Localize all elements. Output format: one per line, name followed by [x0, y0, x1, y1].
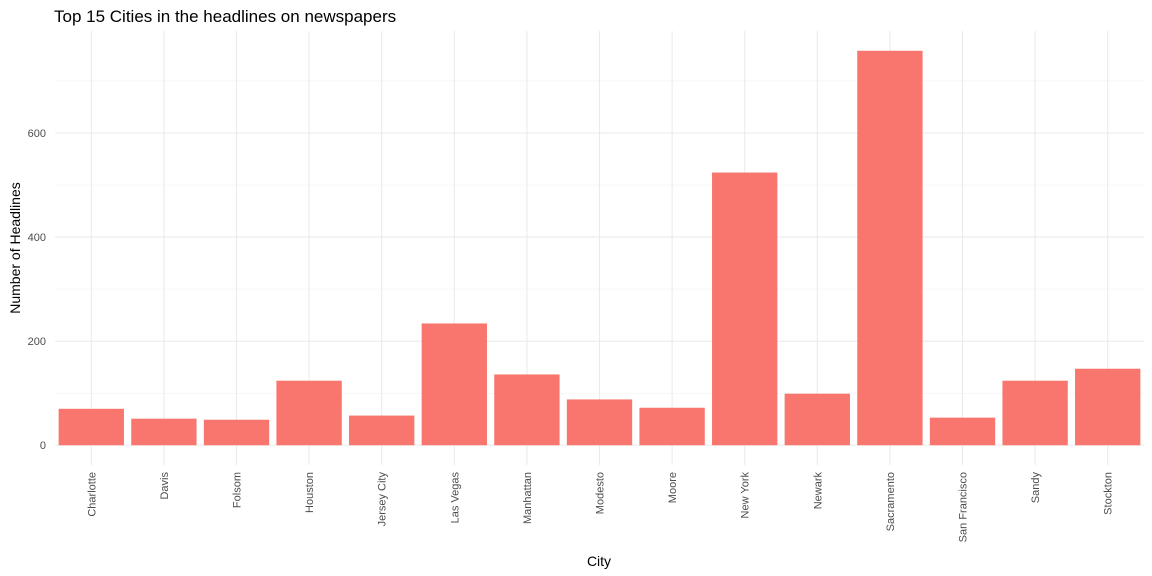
- bar: [712, 172, 778, 446]
- x-axis-tick-labels: Charlotte Davis Folsom Houston Jersey City La…: [86, 472, 1114, 543]
- x-tick-label: San Francisco: [958, 472, 970, 542]
- x-tick-label: Newark: [812, 472, 824, 510]
- x-tick-label: Jersey City: [377, 472, 389, 527]
- y-tick-label: 600: [28, 128, 46, 140]
- x-tick-label: Sacramento: [885, 472, 897, 531]
- x-tick-label: Folsom: [232, 472, 244, 508]
- bar: [349, 415, 415, 446]
- bar: [276, 380, 342, 446]
- x-tick-label: Charlotte: [86, 472, 98, 517]
- x-tick-label: Davis: [159, 472, 171, 500]
- bar: [566, 399, 633, 446]
- bar: [639, 407, 705, 446]
- x-tick-label: Moore: [667, 472, 679, 503]
- bar: [929, 417, 996, 446]
- x-tick-label: Sandy: [1030, 472, 1042, 504]
- x-tick-label: Manhattan: [522, 472, 534, 524]
- bar: [203, 419, 270, 446]
- y-axis-tick-labels: 0 200 400 600: [28, 128, 46, 452]
- bar: [494, 374, 560, 446]
- y-tick-label: 400: [28, 232, 46, 244]
- y-tick-label: 0: [40, 440, 46, 452]
- bar: [784, 393, 850, 446]
- x-tick-label: Houston: [304, 472, 316, 513]
- bar: [131, 418, 197, 446]
- bar: [1002, 380, 1068, 446]
- y-axis-title: Number of Headlines: [7, 182, 23, 314]
- x-axis-title: City: [587, 553, 611, 569]
- x-tick-label: Stockton: [1103, 472, 1115, 515]
- x-tick-label: Las Vegas: [449, 472, 461, 524]
- bar: [421, 323, 487, 446]
- chart-title: Top 15 Cities in the headlines on newspa…: [54, 7, 396, 26]
- bars: [58, 50, 1141, 446]
- bar: [58, 408, 124, 446]
- bar: [857, 50, 923, 446]
- x-tick-label: Modesto: [595, 472, 607, 514]
- bar: [1075, 368, 1141, 446]
- y-tick-label: 200: [28, 336, 46, 348]
- x-tick-label: New York: [740, 472, 752, 519]
